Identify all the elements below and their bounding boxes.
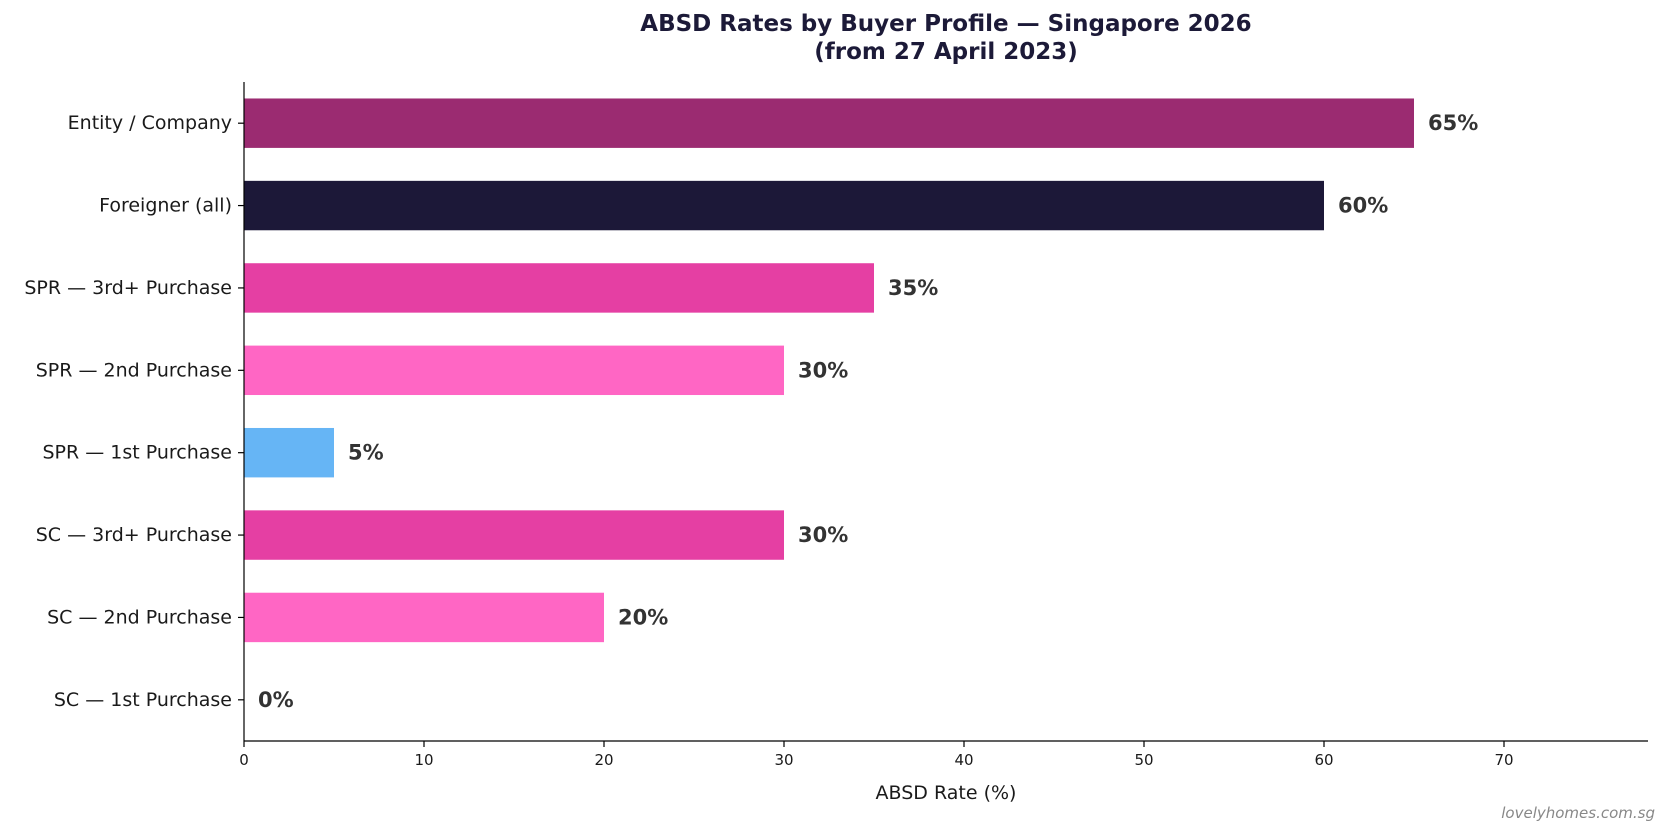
x-tick-label-40: 40 — [954, 751, 973, 769]
category-label-spr-3rd-purchase: SPR — 3rd+ Purchase — [24, 277, 232, 299]
bar-foreigner-all — [244, 180, 1324, 231]
data-label-sc-3rd-purchase: 30% — [798, 523, 848, 547]
watermark-text: lovelyhomes.com.sg — [1501, 804, 1655, 822]
x-tick-label-20: 20 — [594, 751, 613, 769]
x-tick-label-50: 50 — [1134, 751, 1153, 769]
bar-spr-3rd-purchase — [244, 263, 874, 313]
data-label-foreigner-all: 60% — [1338, 194, 1388, 218]
x-tick-label-70: 70 — [1494, 751, 1513, 769]
chart-title-line-1: ABSD Rates by Buyer Profile — Singapore … — [640, 11, 1251, 37]
bar-sc-2nd-purchase — [244, 592, 604, 643]
bar-spr-1st-purchase — [244, 427, 334, 478]
bar-entity-company — [244, 98, 1414, 148]
chart-title-line-2: (from 27 April 2023) — [814, 39, 1078, 65]
data-label-spr-3rd-purchase: 35% — [888, 276, 938, 300]
category-label-foreigner-all: Foreigner (all) — [99, 195, 232, 217]
bars-group — [244, 98, 1414, 643]
x-axis-ticks: 0 10 20 30 40 50 60 70 — [239, 741, 1514, 769]
category-label-sc-3rd-purchase: SC — 3rd+ Purchase — [36, 524, 232, 546]
category-label-entity-company: Entity / Company — [68, 112, 232, 134]
data-label-entity-company: 65% — [1428, 111, 1478, 135]
x-tick-label-10: 10 — [414, 751, 433, 769]
data-label-spr-2nd-purchase: 30% — [798, 358, 848, 382]
category-label-sc-2nd-purchase: SC — 2nd Purchase — [47, 606, 232, 628]
category-labels: SC — 1st Purchase SC — 2nd Purchase SC — 3… — [24, 112, 244, 711]
data-label-spr-1st-purchase: 5% — [348, 441, 384, 465]
data-label-sc-1st-purchase: 0% — [258, 688, 294, 712]
category-label-spr-2nd-purchase: SPR — 2nd Purchase — [36, 359, 232, 381]
x-tick-label-60: 60 — [1314, 751, 1333, 769]
category-label-spr-1st-purchase: SPR — 1st Purchase — [42, 442, 232, 464]
data-label-sc-2nd-purchase: 20% — [618, 605, 668, 629]
x-tick-label-0: 0 — [239, 751, 249, 769]
x-tick-label-30: 30 — [774, 751, 793, 769]
category-label-sc-1st-purchase: SC — 1st Purchase — [54, 689, 232, 711]
x-axis-title: ABSD Rate (%) — [876, 782, 1017, 804]
bar-sc-3rd-purchase — [244, 510, 784, 560]
data-labels: 0% 20% 30% 5% 30% 35% 60% 65% — [258, 111, 1478, 712]
bar-spr-2nd-purchase — [244, 345, 784, 396]
